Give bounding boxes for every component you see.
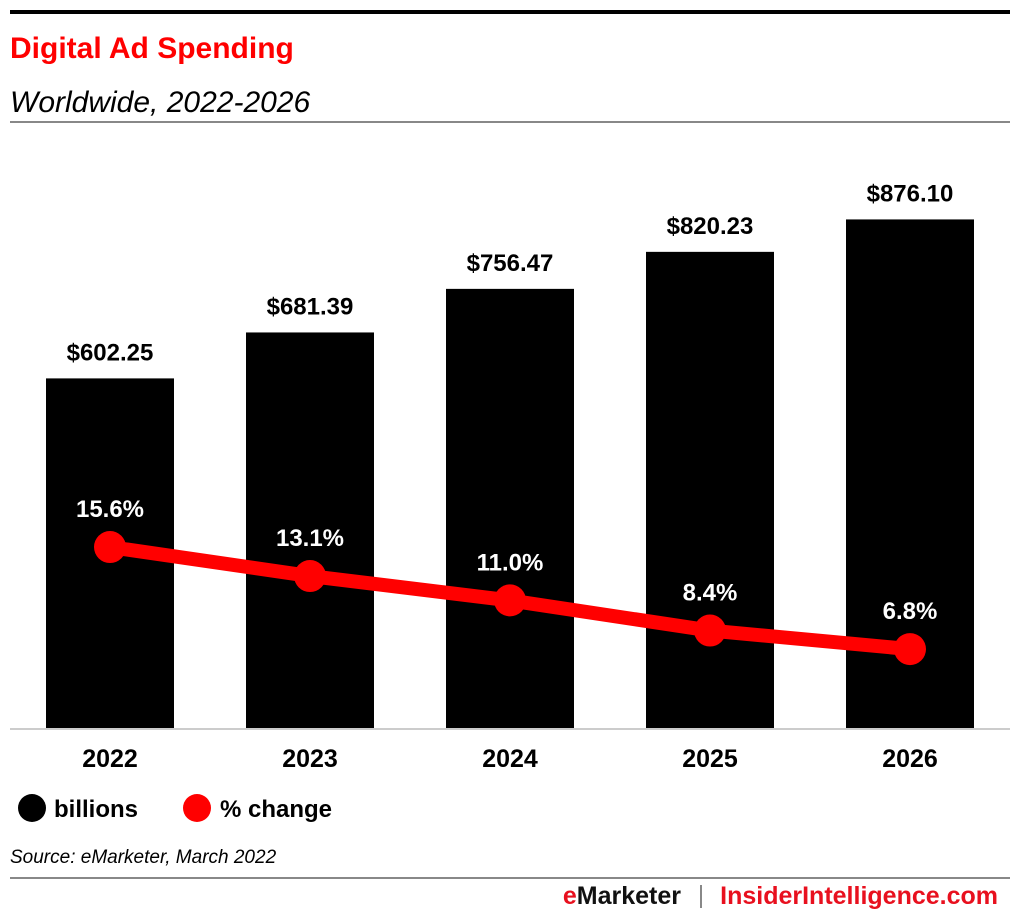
change-point — [94, 531, 126, 564]
bar-value-label: $602.25 — [67, 339, 154, 366]
change-value-label: 15.6% — [76, 496, 144, 523]
x-tick-label: 2022 — [82, 745, 138, 773]
change-value-label: 8.4% — [683, 580, 738, 607]
footer-site-link[interactable]: InsiderIntelligence.com — [720, 882, 998, 910]
legend-label-billions: billions — [54, 796, 138, 823]
bar-2025 — [646, 251, 774, 728]
footer-brand-rest: Marketer — [577, 882, 681, 910]
x-tick-label: 2024 — [482, 745, 538, 773]
legend: billions % change — [18, 794, 332, 823]
bar-2024 — [446, 288, 574, 728]
bar-value-label: $876.10 — [867, 180, 954, 207]
line-group: 15.6% 13.1% 11.0% 8.4% 6.8% — [76, 496, 938, 666]
x-tick-label: 2023 — [282, 745, 338, 773]
x-tick-label: 2026 — [882, 745, 938, 773]
bar-value-label: $820.23 — [667, 213, 754, 240]
chart-title: Digital Ad Spending — [10, 32, 294, 65]
footer-brand-e: e — [563, 882, 577, 910]
change-point — [894, 633, 926, 666]
x-axis-line — [10, 728, 1010, 730]
bar-2023 — [246, 332, 374, 728]
change-point — [494, 584, 526, 617]
footer-brand: eMarketer — [563, 882, 681, 910]
change-value-label: 13.1% — [276, 525, 344, 552]
x-tick-label: 2025 — [682, 745, 738, 773]
footer-rule — [10, 877, 1010, 879]
x-axis-ticks: 2022 2023 2024 2025 2026 — [82, 745, 938, 773]
change-value-label: 6.8% — [883, 598, 938, 625]
bar-value-label: $756.47 — [467, 250, 554, 277]
bar-value-label: $681.39 — [267, 293, 354, 320]
legend-swatch-change — [183, 794, 211, 822]
source-note: Source: eMarketer, March 2022 — [10, 847, 277, 868]
change-point — [294, 560, 326, 593]
bars-group: $602.25 $681.39 $756.47 $820.23 $876.10 — [46, 180, 974, 728]
change-point — [694, 614, 726, 647]
footer-separator: | — [698, 881, 705, 909]
top-rule — [10, 10, 1010, 14]
header-rule — [10, 121, 1010, 123]
legend-swatch-billions — [18, 794, 46, 822]
change-value-label: 11.0% — [477, 549, 544, 576]
chart-subtitle: Worldwide, 2022-2026 — [10, 86, 310, 119]
legend-label-change: % change — [220, 796, 332, 823]
